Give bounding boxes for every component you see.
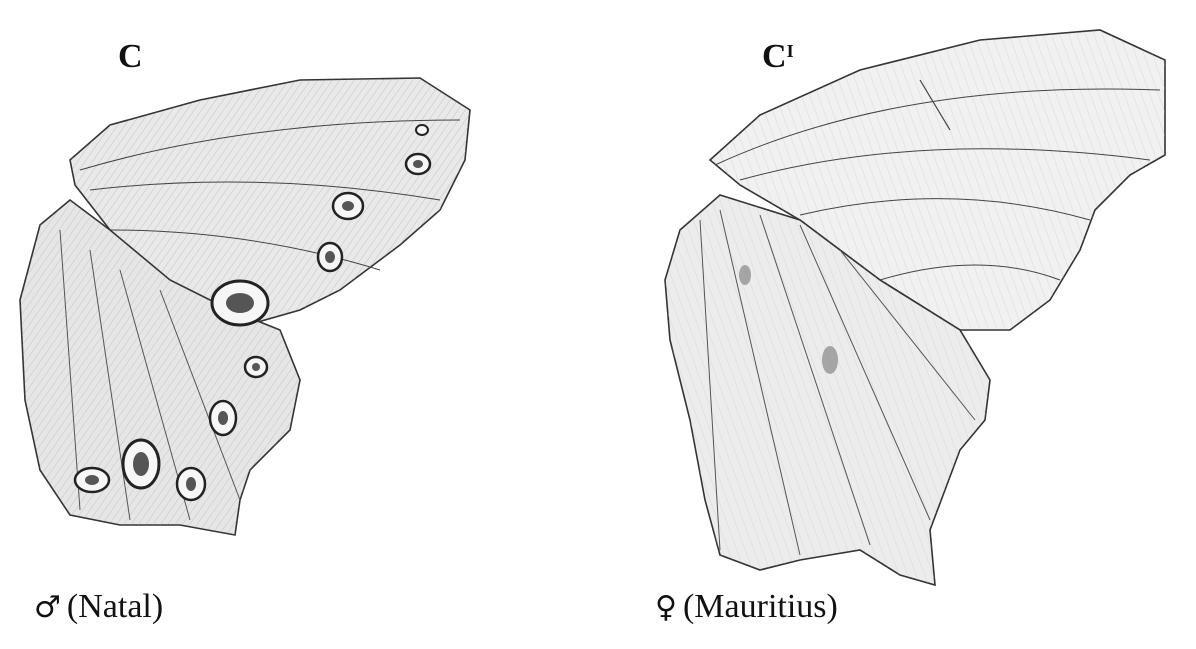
male-forewing: [69, 77, 471, 331]
male-eyespots: [73, 124, 432, 502]
panel-label-male: C: [118, 38, 143, 75]
female-forewing: [708, 29, 1166, 331]
caption-male: ♂ (Natal): [34, 588, 164, 625]
caption-female: ♀ (Mauritius): [655, 588, 838, 625]
female-hindwing: [664, 194, 991, 587]
panel-label-female: CI: [762, 38, 794, 75]
female-symbol-icon: ♀: [655, 590, 677, 625]
male-hindwing: [19, 198, 301, 536]
male-symbol-icon: ♂: [34, 590, 61, 625]
